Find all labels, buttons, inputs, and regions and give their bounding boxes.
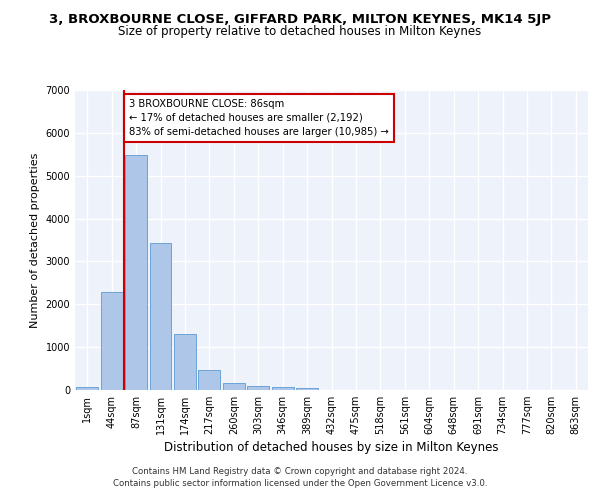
X-axis label: Distribution of detached houses by size in Milton Keynes: Distribution of detached houses by size …: [164, 442, 499, 454]
Bar: [174, 334, 196, 390]
Bar: [149, 243, 172, 390]
Bar: [125, 155, 147, 390]
Bar: [199, 370, 220, 390]
Text: 3, BROXBOURNE CLOSE, GIFFARD PARK, MILTON KEYNES, MK14 5JP: 3, BROXBOURNE CLOSE, GIFFARD PARK, MILTO…: [49, 12, 551, 26]
Text: Size of property relative to detached houses in Milton Keynes: Size of property relative to detached ho…: [118, 25, 482, 38]
Bar: [101, 292, 122, 390]
Text: Contains HM Land Registry data © Crown copyright and database right 2024.
Contai: Contains HM Land Registry data © Crown c…: [113, 466, 487, 487]
Bar: [76, 387, 98, 390]
Y-axis label: Number of detached properties: Number of detached properties: [30, 152, 40, 328]
Bar: [272, 387, 293, 390]
Bar: [296, 388, 318, 390]
Bar: [247, 386, 269, 390]
Bar: [223, 383, 245, 390]
Text: 3 BROXBOURNE CLOSE: 86sqm
← 17% of detached houses are smaller (2,192)
83% of se: 3 BROXBOURNE CLOSE: 86sqm ← 17% of detac…: [129, 99, 389, 137]
